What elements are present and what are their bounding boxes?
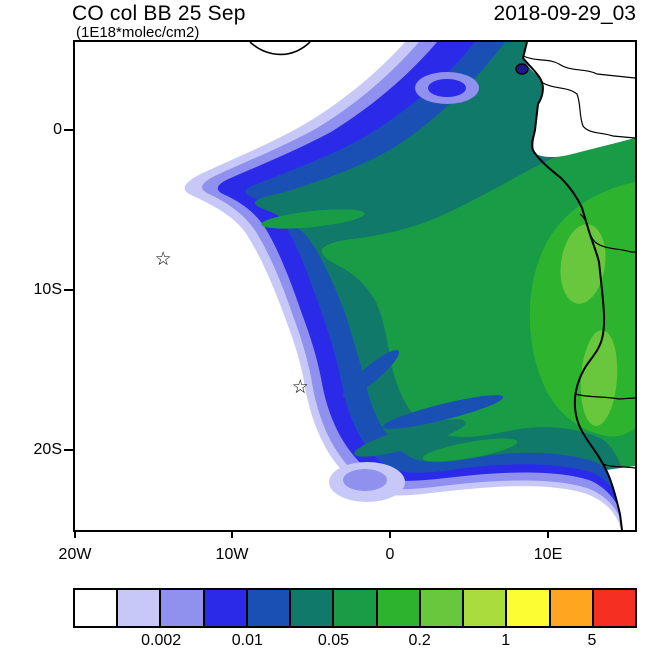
y-axis-tick-label: 20S (33, 441, 62, 458)
x-axis-tick-mark (231, 530, 233, 538)
x-axis-tick-label: 10E (533, 546, 563, 563)
detached-blob-blue-top (428, 79, 466, 97)
colorbar-cell (332, 590, 376, 626)
colorbar-cell (591, 590, 636, 626)
y-axis-tick-mark (64, 129, 73, 131)
colorbar-tick-label: 0.002 (141, 632, 182, 649)
y-axis-tick-mark (64, 289, 73, 291)
contour-region-level8-b (580, 330, 618, 426)
plot-units-subtitle: (1E18*molec/cm2) (76, 24, 200, 41)
plume-filament-teal (354, 419, 466, 457)
plot-title: CO col BB 25 Sep (72, 2, 246, 25)
coastline-path (521, 42, 623, 530)
contour-map: ☆☆ (75, 42, 635, 530)
colorbar-cell (375, 590, 419, 626)
colorbar-tick-label: 5 (587, 632, 597, 649)
x-axis-tick-mark (74, 530, 76, 538)
y-axis-tick-label: 10S (33, 281, 62, 298)
colorbar-cell (548, 590, 592, 626)
colorbar-cell (418, 590, 463, 626)
colorbar-tick-label: 0.05 (317, 632, 350, 649)
colorbar-cell (202, 590, 246, 626)
star-marker: ☆ (292, 376, 309, 398)
plume-filament-blue-a (382, 395, 504, 429)
colorbar-cell (116, 590, 160, 626)
colorbar-tick-label: 0.2 (408, 632, 431, 649)
colorbar-cell (505, 590, 549, 626)
plume-filament-blue-b (342, 350, 400, 398)
colorbar-cell (75, 590, 117, 626)
x-axis-tick-label: 10W (215, 546, 249, 563)
colorbar-cell (289, 590, 333, 626)
detached-blob-periwinkle-bottom (343, 469, 387, 491)
colorbar-cell (462, 590, 506, 626)
colorbar-cell (245, 590, 290, 626)
coastline-arc-top (249, 42, 311, 56)
colorbar-cell (159, 590, 203, 626)
map-plot-area: ☆ ☆ (73, 40, 637, 532)
x-axis-tick-mark (389, 530, 391, 538)
plume-filament-green (261, 209, 365, 229)
station-markers: ☆☆ (155, 248, 309, 398)
colorbar (73, 588, 637, 628)
star-marker: ☆ (155, 248, 172, 270)
plot-datetime: 2018-09-29_03 (493, 2, 636, 25)
x-axis-tick-label: 20W (58, 546, 92, 563)
colorbar-labels: 0.002 0.01 0.05 0.2 1 5 (75, 632, 635, 654)
y-axis-tick-label: 0 (53, 121, 62, 138)
colorbar-tick-label: 0.01 (231, 632, 263, 649)
plume-filament-green-b (422, 438, 518, 462)
land-overlay-southeast (606, 466, 635, 530)
island (515, 63, 529, 75)
colorbar-tick-label: 1 (501, 632, 511, 649)
x-axis-tick-label: 0 (385, 546, 395, 563)
country-borders (522, 55, 635, 469)
y-axis-tick-mark (64, 449, 73, 451)
x-axis-tick-mark (547, 530, 549, 538)
